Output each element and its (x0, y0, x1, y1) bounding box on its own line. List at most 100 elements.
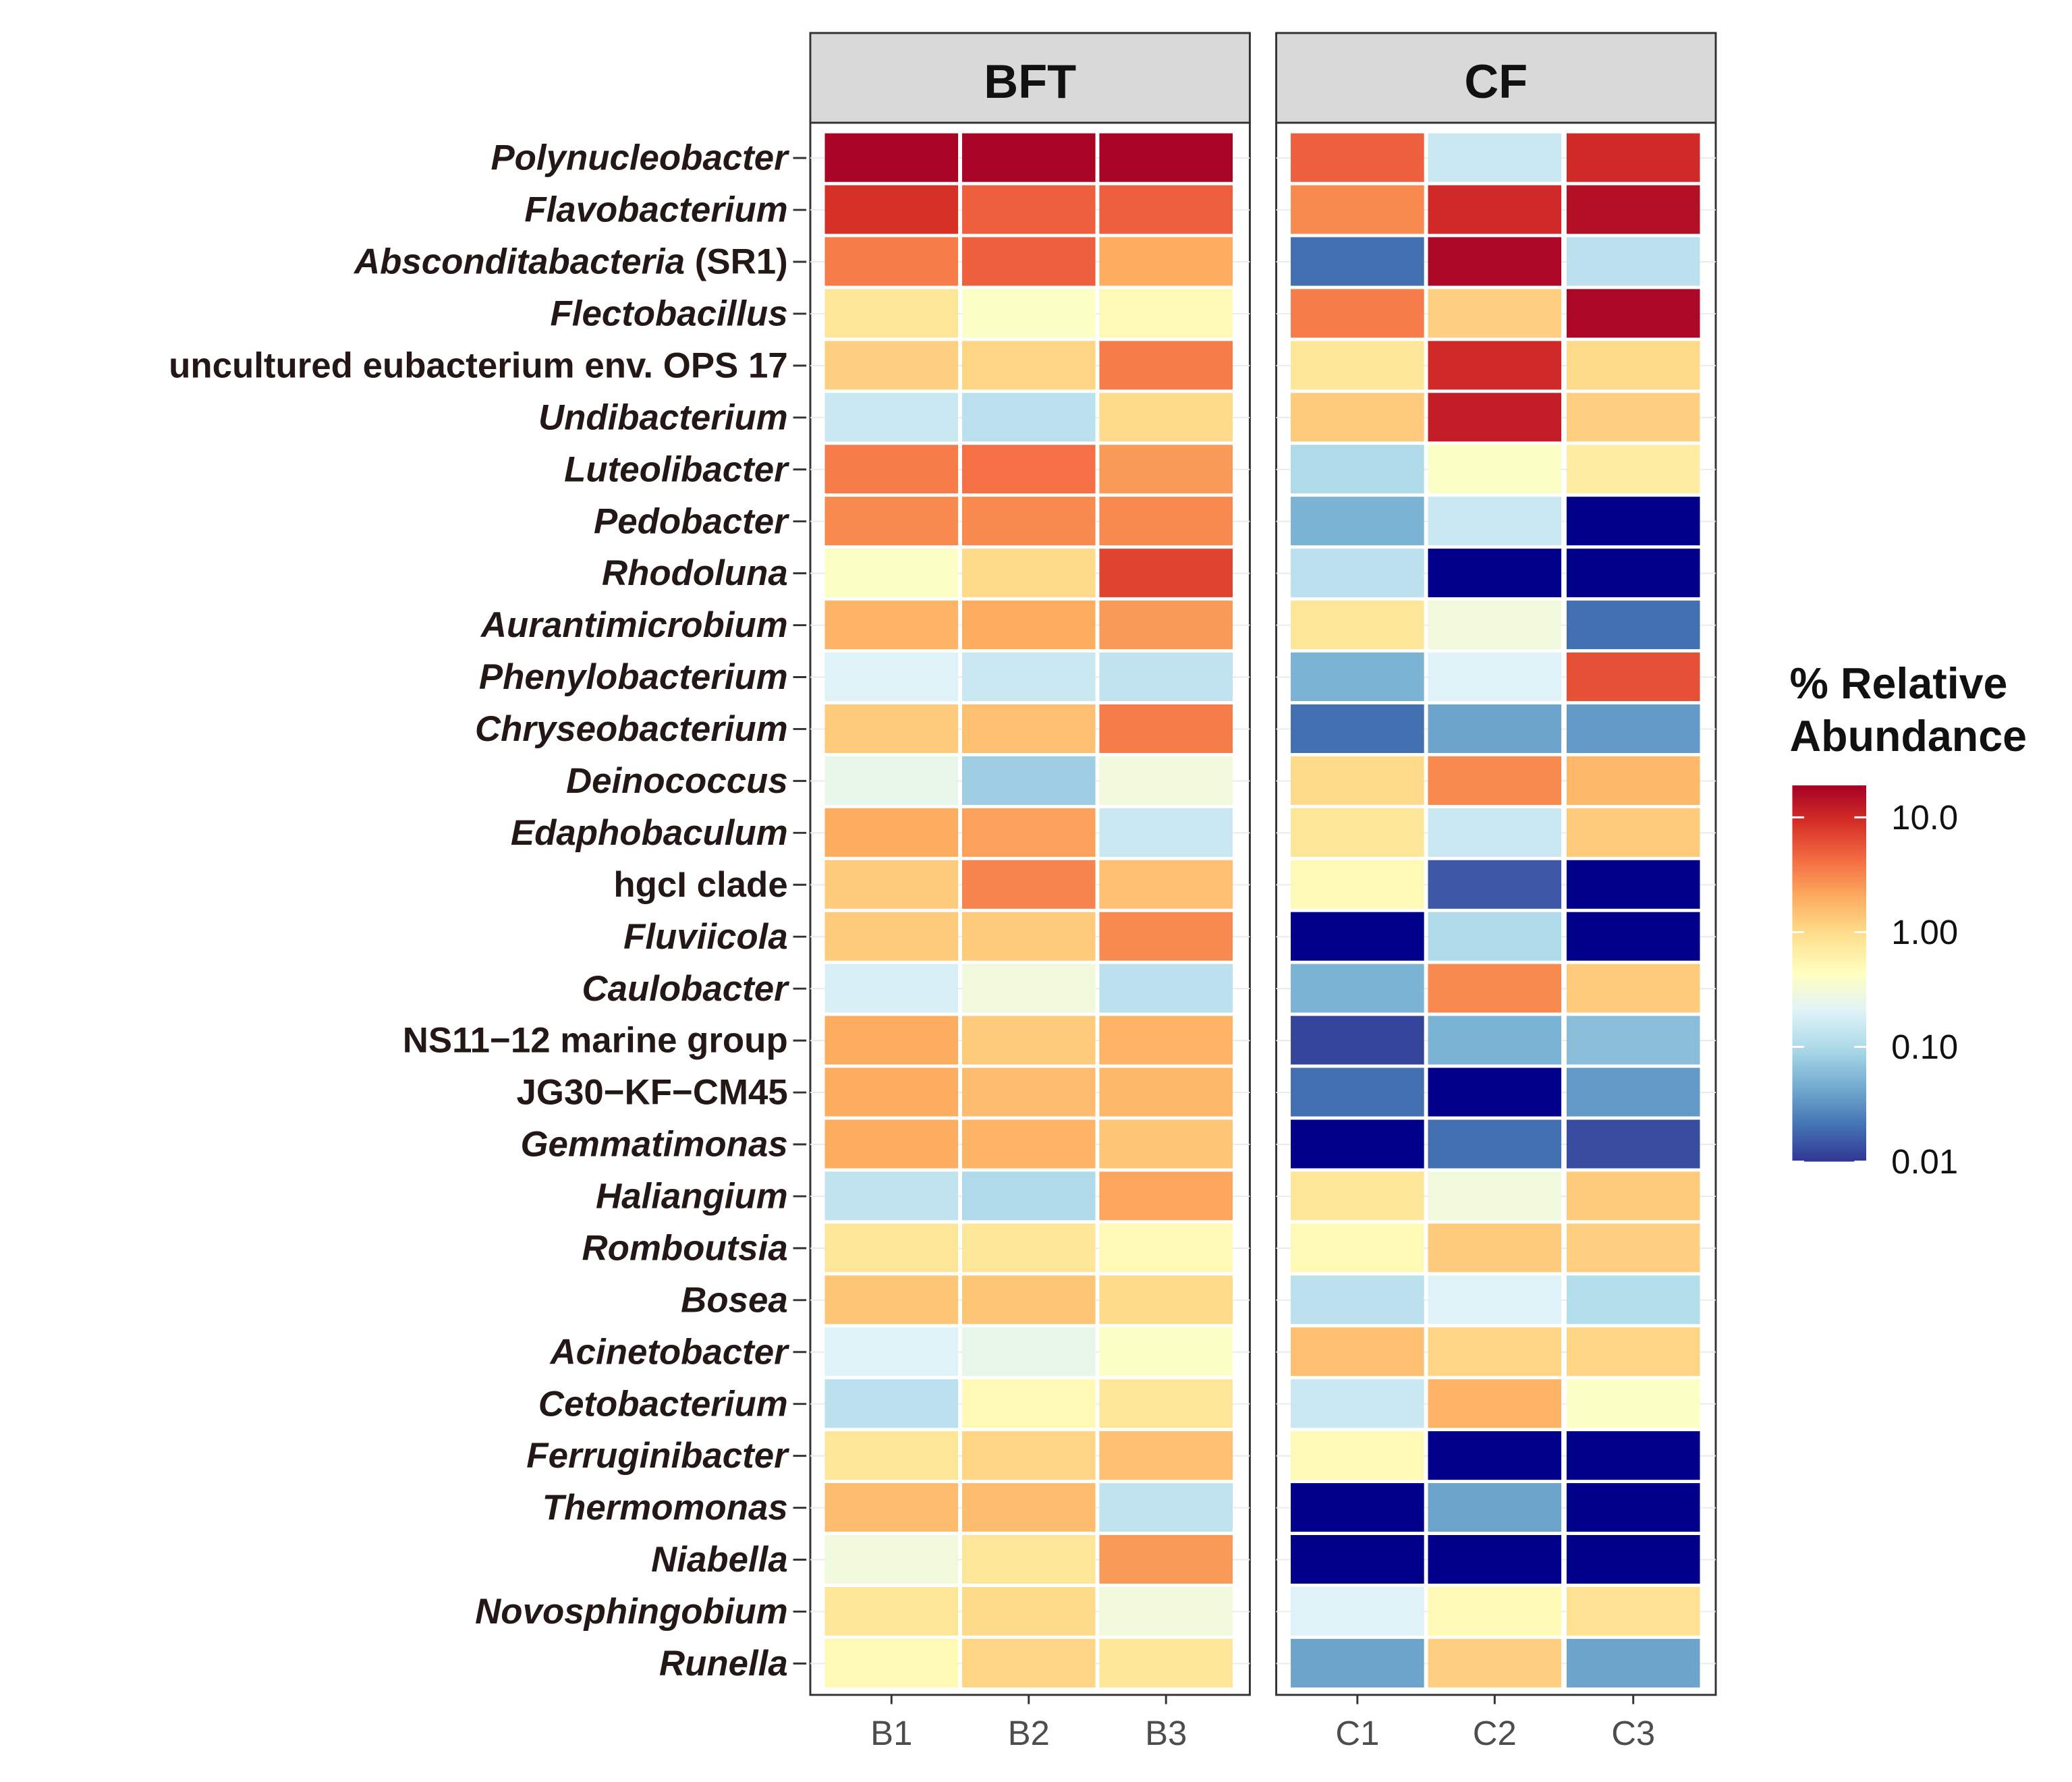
heatmap-cell (1099, 601, 1233, 650)
heatmap-cell (1428, 704, 1562, 753)
row-label: JG30−KF−CM45 (517, 1073, 788, 1113)
row-label: Haliangium (596, 1177, 788, 1217)
heatmap-cell (1099, 1586, 1233, 1636)
heatmap-cell (961, 912, 1096, 961)
heatmap-cell (1428, 1483, 1562, 1532)
row-label: Bosea (681, 1280, 788, 1320)
heatmap-cell (1291, 341, 1424, 390)
x-tick-label: B2 (1008, 1714, 1050, 1752)
x-tick-label: B1 (870, 1714, 912, 1752)
heatmap-cell (961, 1223, 1096, 1273)
heatmap-cell (1566, 393, 1700, 442)
heatmap-cell (961, 289, 1096, 338)
heatmap-cell (1428, 1638, 1562, 1688)
x-tick-label: C3 (1611, 1714, 1655, 1752)
heatmap-cell (1099, 704, 1233, 753)
heatmap-cell (824, 756, 959, 805)
heatmap-cell (1099, 1638, 1233, 1688)
heatmap-cell (961, 964, 1096, 1013)
row-label: Acinetobacter (549, 1332, 790, 1372)
heatmap-cell (961, 1638, 1096, 1688)
heatmap-cell (1291, 1067, 1424, 1117)
heatmap-cell (1428, 1379, 1562, 1428)
row-label: hgcI clade (613, 865, 787, 905)
row-label: Runella (659, 1644, 788, 1683)
heatmap-cell (1566, 549, 1700, 598)
heatmap-cell (824, 652, 959, 702)
heatmap-cell (1428, 1327, 1562, 1376)
heatmap-cell (1099, 549, 1233, 598)
heatmap-cell (824, 912, 959, 961)
heatmap-cell (961, 860, 1096, 909)
heatmap-cell (1566, 704, 1700, 753)
heatmap-cell (1291, 1223, 1424, 1273)
heatmap-cell (1428, 601, 1562, 650)
heatmap-cell (1099, 497, 1233, 546)
heatmap-cell (1566, 1119, 1700, 1169)
row-label: Deinococcus (566, 761, 788, 801)
row-label: Fluviicola (623, 917, 788, 957)
heatmap-cell (1099, 652, 1233, 702)
heatmap-cell (1566, 1483, 1700, 1532)
heatmap-cell (824, 133, 959, 182)
heatmap-cell (1099, 445, 1233, 494)
row-label: Luteolibacter (564, 449, 789, 489)
row-label: Edaphobaculum (511, 813, 788, 853)
heatmap-cell (1566, 808, 1700, 857)
heatmap-cell (1291, 549, 1424, 598)
heatmap-cell (961, 445, 1096, 494)
heatmap-cell (1428, 1275, 1562, 1325)
heatmap-cell (1566, 1067, 1700, 1117)
row-label: Romboutsia (582, 1228, 788, 1268)
heatmap-cell (1099, 1431, 1233, 1480)
legend-title-line2: Abundance (1790, 712, 2027, 760)
x-tick-label: C1 (1335, 1714, 1379, 1752)
heatmap-cell (961, 1015, 1096, 1065)
legend-tick-label: 0.10 (1891, 1028, 1958, 1066)
heatmap-cell (1291, 1015, 1424, 1065)
heatmap-cell (961, 393, 1096, 442)
heatmap-cell (1566, 601, 1700, 650)
row-label: Phenylobacterium (479, 657, 788, 697)
heatmap-cell (961, 756, 1096, 805)
heatmap-cell (1566, 1638, 1700, 1688)
heatmap-cell (1428, 1015, 1562, 1065)
heatmap-cell (961, 341, 1096, 390)
heatmap-cell (1099, 133, 1233, 182)
heatmap-cell (1291, 393, 1424, 442)
facet-strip-cf (1275, 32, 1717, 124)
heatmap-cell (1428, 445, 1562, 494)
heatmap-cell (824, 237, 959, 286)
heatmap-cell (1428, 1534, 1562, 1584)
heatmap-cell (1291, 133, 1424, 182)
heatmap-cell (824, 185, 959, 234)
heatmap-cell (824, 1223, 959, 1273)
heatmap-cell (1099, 1327, 1233, 1376)
heatmap-cell (1291, 704, 1424, 753)
heatmap-cell (1291, 652, 1424, 702)
heatmap-cell (1566, 1327, 1700, 1376)
heatmap-cell (1428, 756, 1562, 805)
heatmap-cell (961, 497, 1096, 546)
heatmap-cell (1566, 497, 1700, 546)
heatmap-cell (1428, 497, 1562, 546)
heatmap-cell (1099, 1483, 1233, 1532)
heatmap-cell (1428, 1171, 1562, 1221)
heatmap-cell (1099, 341, 1233, 390)
row-label: Novosphingobium (475, 1592, 788, 1632)
heatmap-cell (1566, 445, 1700, 494)
heatmap-cell (824, 1171, 959, 1221)
heatmap-cell (1566, 1586, 1700, 1636)
row-label: NS11−12 marine group (403, 1021, 788, 1061)
legend: % Relative Abundance 10.0 1.00 0.10 0.01 (1790, 659, 2027, 1181)
heatmap-cell (1099, 964, 1233, 1013)
heatmap-cell (1566, 289, 1700, 338)
row-label: Rhodoluna (602, 553, 788, 593)
heatmap-cell (824, 1327, 959, 1376)
heatmap-cell (1291, 289, 1424, 338)
heatmap-cell (1099, 393, 1233, 442)
heatmap-cell (824, 704, 959, 753)
heatmap-cell (961, 1067, 1096, 1117)
heatmap-cell (1099, 808, 1233, 857)
heatmap-cell (961, 1379, 1096, 1428)
